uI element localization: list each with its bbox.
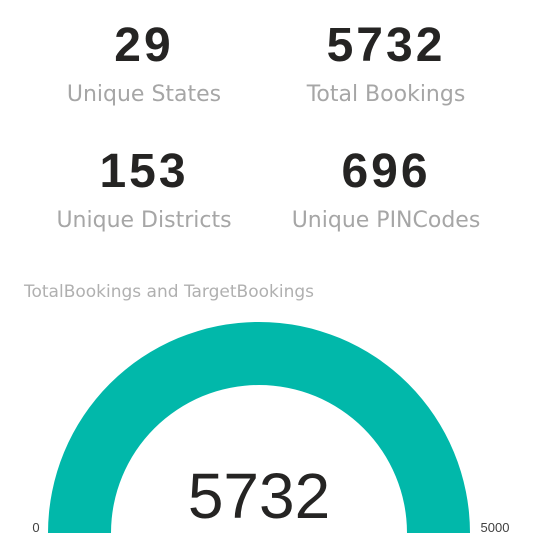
kpi-value: 5732 (326, 19, 446, 72)
gauge-arc[interactable] (48, 322, 470, 533)
kpi-card-unique-districts[interactable]: 153 Unique Districts (14, 148, 274, 232)
gauge-min-label: 0 (32, 520, 39, 535)
kpi-value: 29 (114, 19, 174, 72)
kpi-label: Unique States (66, 82, 222, 107)
gauge-title: TotalBookings and TargetBookings (24, 282, 314, 302)
gauge-value: 5732 (188, 460, 330, 532)
kpi-label: Unique Districts (56, 208, 232, 233)
kpi-value: 696 (341, 145, 431, 198)
kpi-value: 153 (99, 145, 189, 198)
kpi-card-unique-states[interactable]: 29 Unique States (14, 22, 274, 106)
kpi-card-total-bookings[interactable]: 5732 Total Bookings (256, 22, 516, 106)
kpi-label: Total Bookings (306, 82, 466, 107)
kpi-label: Unique PINCodes (291, 208, 481, 233)
gauge-max-label: 5000 (481, 520, 510, 535)
kpi-card-unique-pincodes[interactable]: 696 Unique PINCodes (256, 148, 516, 232)
